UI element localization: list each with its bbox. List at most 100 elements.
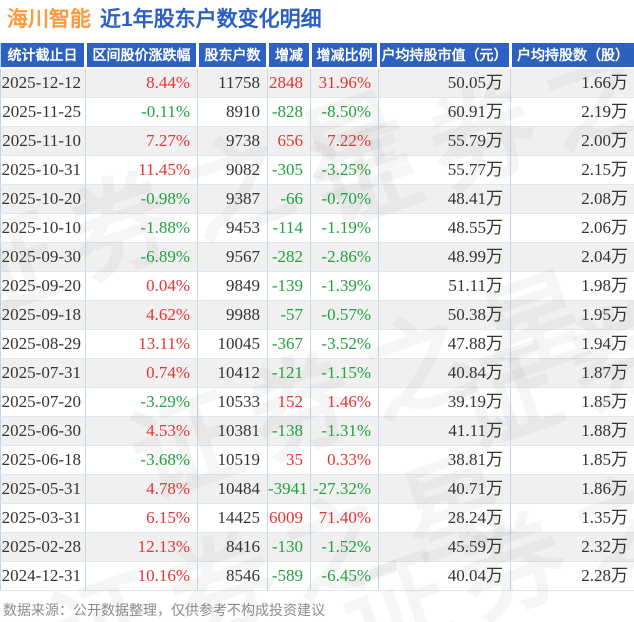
cell-delta-pct: -1.15% xyxy=(310,358,379,388)
cell-avg-shares: 1.94万 xyxy=(510,329,634,359)
cell-price-change: 7.27% xyxy=(85,126,198,156)
table-row: 2025-07-31 0.74% 10412 -121 -1.15% 40.84万 1.87… xyxy=(0,358,634,388)
cell-avg-shares: 2.15万 xyxy=(510,155,634,185)
cell-price-change: 10.16% xyxy=(85,561,198,591)
table-row: 2025-11-10 7.27% 9738 656 7.22% 55.79万 2.00万 xyxy=(0,126,634,156)
cell-date: 2025-06-30 xyxy=(0,416,86,446)
cell-price-change: 8.44% xyxy=(85,68,198,98)
cell-delta: -114 xyxy=(267,213,311,243)
cell-delta-pct: 31.96% xyxy=(310,68,379,98)
cell-holder-count: 9567 xyxy=(197,242,268,272)
stock-name: 海川智能 xyxy=(7,8,91,31)
cell-holder-count: 9387 xyxy=(197,184,268,214)
cell-avg-market-value: 40.71万 xyxy=(378,474,511,504)
cell-price-change: 4.53% xyxy=(85,416,198,446)
cell-date: 2025-11-25 xyxy=(0,97,86,127)
cell-holder-count: 10412 xyxy=(197,358,268,388)
table-row: 2025-07-20 -3.29% 10533 152 1.46% 39.19万 1.85万 xyxy=(0,387,634,417)
cell-delta-pct: -0.57% xyxy=(310,300,379,330)
cell-holder-count: 10519 xyxy=(197,445,268,475)
cell-avg-shares: 1.88万 xyxy=(510,416,634,446)
cell-holder-count: 9988 xyxy=(197,300,268,330)
cell-price-change: 13.11% xyxy=(85,329,198,359)
cell-avg-market-value: 39.19万 xyxy=(378,387,511,417)
cell-date: 2025-10-20 xyxy=(0,184,86,214)
cell-avg-shares: 1.35万 xyxy=(510,503,634,533)
table-row: 2025-10-31 11.45% 9082 -305 -3.25% 55.77万 2.15… xyxy=(0,155,634,185)
table-row: 2025-09-30 -6.89% 9567 -282 -2.86% 48.99万 2.04… xyxy=(0,242,634,272)
cell-delta-pct: 7.22% xyxy=(310,126,379,156)
cell-date: 2025-06-18 xyxy=(0,445,86,475)
cell-delta-pct: -3.52% xyxy=(310,329,379,359)
table-row: 2025-12-12 8.44% 11758 2848 31.96% 50.05万 1.66… xyxy=(0,68,634,98)
cell-price-change: 12.13% xyxy=(85,532,198,562)
cell-holder-count: 9082 xyxy=(197,155,268,185)
cell-date: 2025-11-10 xyxy=(0,126,86,156)
cell-holder-count: 8910 xyxy=(197,97,268,127)
cell-avg-shares: 1.85万 xyxy=(510,445,634,475)
cell-delta: -282 xyxy=(267,242,311,272)
cell-holder-count: 10533 xyxy=(197,387,268,417)
cell-date: 2025-08-29 xyxy=(0,329,86,359)
cell-date: 2025-12-12 xyxy=(0,68,86,98)
cell-price-change: 4.62% xyxy=(85,300,198,330)
cell-avg-shares: 2.00万 xyxy=(510,126,634,156)
table-header: 统计截止日 区间股价涨跌幅 股东户数 增减 增减比例 户均持股市值（元） 户均持股数（股） xyxy=(0,43,634,69)
table-row: 2025-06-18 -3.68% 10519 35 0.33% 38.81万 1.85万 xyxy=(0,445,634,475)
cell-holder-count: 9849 xyxy=(197,271,268,301)
table-row: 2025-09-20 0.04% 9849 -139 -1.39% 51.11万 1.98万 xyxy=(0,271,634,301)
cell-holder-count: 10045 xyxy=(197,329,268,359)
table-row: 2025-09-18 4.62% 9988 -57 -0.57% 50.38万 1.95万 xyxy=(0,300,634,330)
shareholder-table-body: 2025-12-12 8.44% 11758 2848 31.96% 50.05万 1.66… xyxy=(0,68,634,591)
cell-avg-shares: 1.95万 xyxy=(510,300,634,330)
table-row: 2025-03-31 6.15% 14425 6009 71.40% 28.24万 1.35… xyxy=(0,503,634,533)
cell-holder-count: 14425 xyxy=(197,503,268,533)
cell-delta: -138 xyxy=(267,416,311,446)
cell-date: 2025-05-31 xyxy=(0,474,86,504)
cell-price-change: -3.68% xyxy=(85,445,198,475)
report-title: 近1年股东户数变化明细 xyxy=(100,8,322,31)
table-row: 2025-08-29 13.11% 10045 -367 -3.52% 47.88万 1.9… xyxy=(0,329,634,359)
cell-delta: 2848 xyxy=(267,68,311,98)
cell-price-change: -0.98% xyxy=(85,184,198,214)
cell-delta-pct: -6.45% xyxy=(310,561,379,591)
cell-avg-shares: 2.28万 xyxy=(510,561,634,591)
table-row: 2025-02-28 12.13% 8416 -130 -1.52% 45.59万 2.32… xyxy=(0,532,634,562)
cell-price-change: -6.89% xyxy=(85,242,198,272)
cell-avg-market-value: 50.38万 xyxy=(378,300,511,330)
cell-delta: -57 xyxy=(267,300,311,330)
cell-avg-shares: 2.04万 xyxy=(510,242,634,272)
cell-delta: -130 xyxy=(267,532,311,562)
cell-avg-market-value: 41.11万 xyxy=(378,416,511,446)
cell-delta-pct: -0.70% xyxy=(310,184,379,214)
col-header-holders: 股东户数 xyxy=(197,43,269,69)
cell-avg-shares: 2.32万 xyxy=(510,532,634,562)
cell-holder-count: 11758 xyxy=(197,68,268,98)
cell-holder-count: 10484 xyxy=(197,474,268,504)
cell-delta: 152 xyxy=(267,387,311,417)
cell-avg-market-value: 60.91万 xyxy=(378,97,511,127)
cell-delta-pct: -2.86% xyxy=(310,242,379,272)
table-row: 2025-11-25 -0.11% 8910 -828 -8.50% 60.91万 2.19… xyxy=(0,97,634,127)
col-header-delta: 增减 xyxy=(267,43,312,69)
cell-price-change: 4.78% xyxy=(85,474,198,504)
col-header-date: 统计截止日 xyxy=(0,43,87,69)
cell-delta: -3941 xyxy=(267,474,311,504)
cell-date: 2025-10-31 xyxy=(0,155,86,185)
cell-avg-market-value: 51.11万 xyxy=(378,271,511,301)
cell-holder-count: 10381 xyxy=(197,416,268,446)
table-row: 2025-10-20 -0.98% 9387 -66 -0.70% 48.41万 2.08万 xyxy=(0,184,634,214)
page-title: 海川智能 近1年股东户数变化明细 xyxy=(0,0,634,43)
cell-avg-market-value: 45.59万 xyxy=(378,532,511,562)
cell-price-change: 0.04% xyxy=(85,271,198,301)
cell-avg-market-value: 55.77万 xyxy=(378,155,511,185)
table-row: 2025-06-30 4.53% 10381 -138 -1.31% 41.11万 1.88… xyxy=(0,416,634,446)
header-row: 统计截止日 区间股价涨跌幅 股东户数 增减 增减比例 户均持股市值（元） 户均持股数（股） xyxy=(0,43,634,69)
cell-delta: -121 xyxy=(267,358,311,388)
cell-delta: 6009 xyxy=(267,503,311,533)
cell-delta: 656 xyxy=(267,126,311,156)
cell-avg-market-value: 50.05万 xyxy=(378,68,511,98)
col-header-delta-pct: 增减比例 xyxy=(310,43,380,69)
cell-price-change: 11.45% xyxy=(85,155,198,185)
cell-delta: -305 xyxy=(267,155,311,185)
